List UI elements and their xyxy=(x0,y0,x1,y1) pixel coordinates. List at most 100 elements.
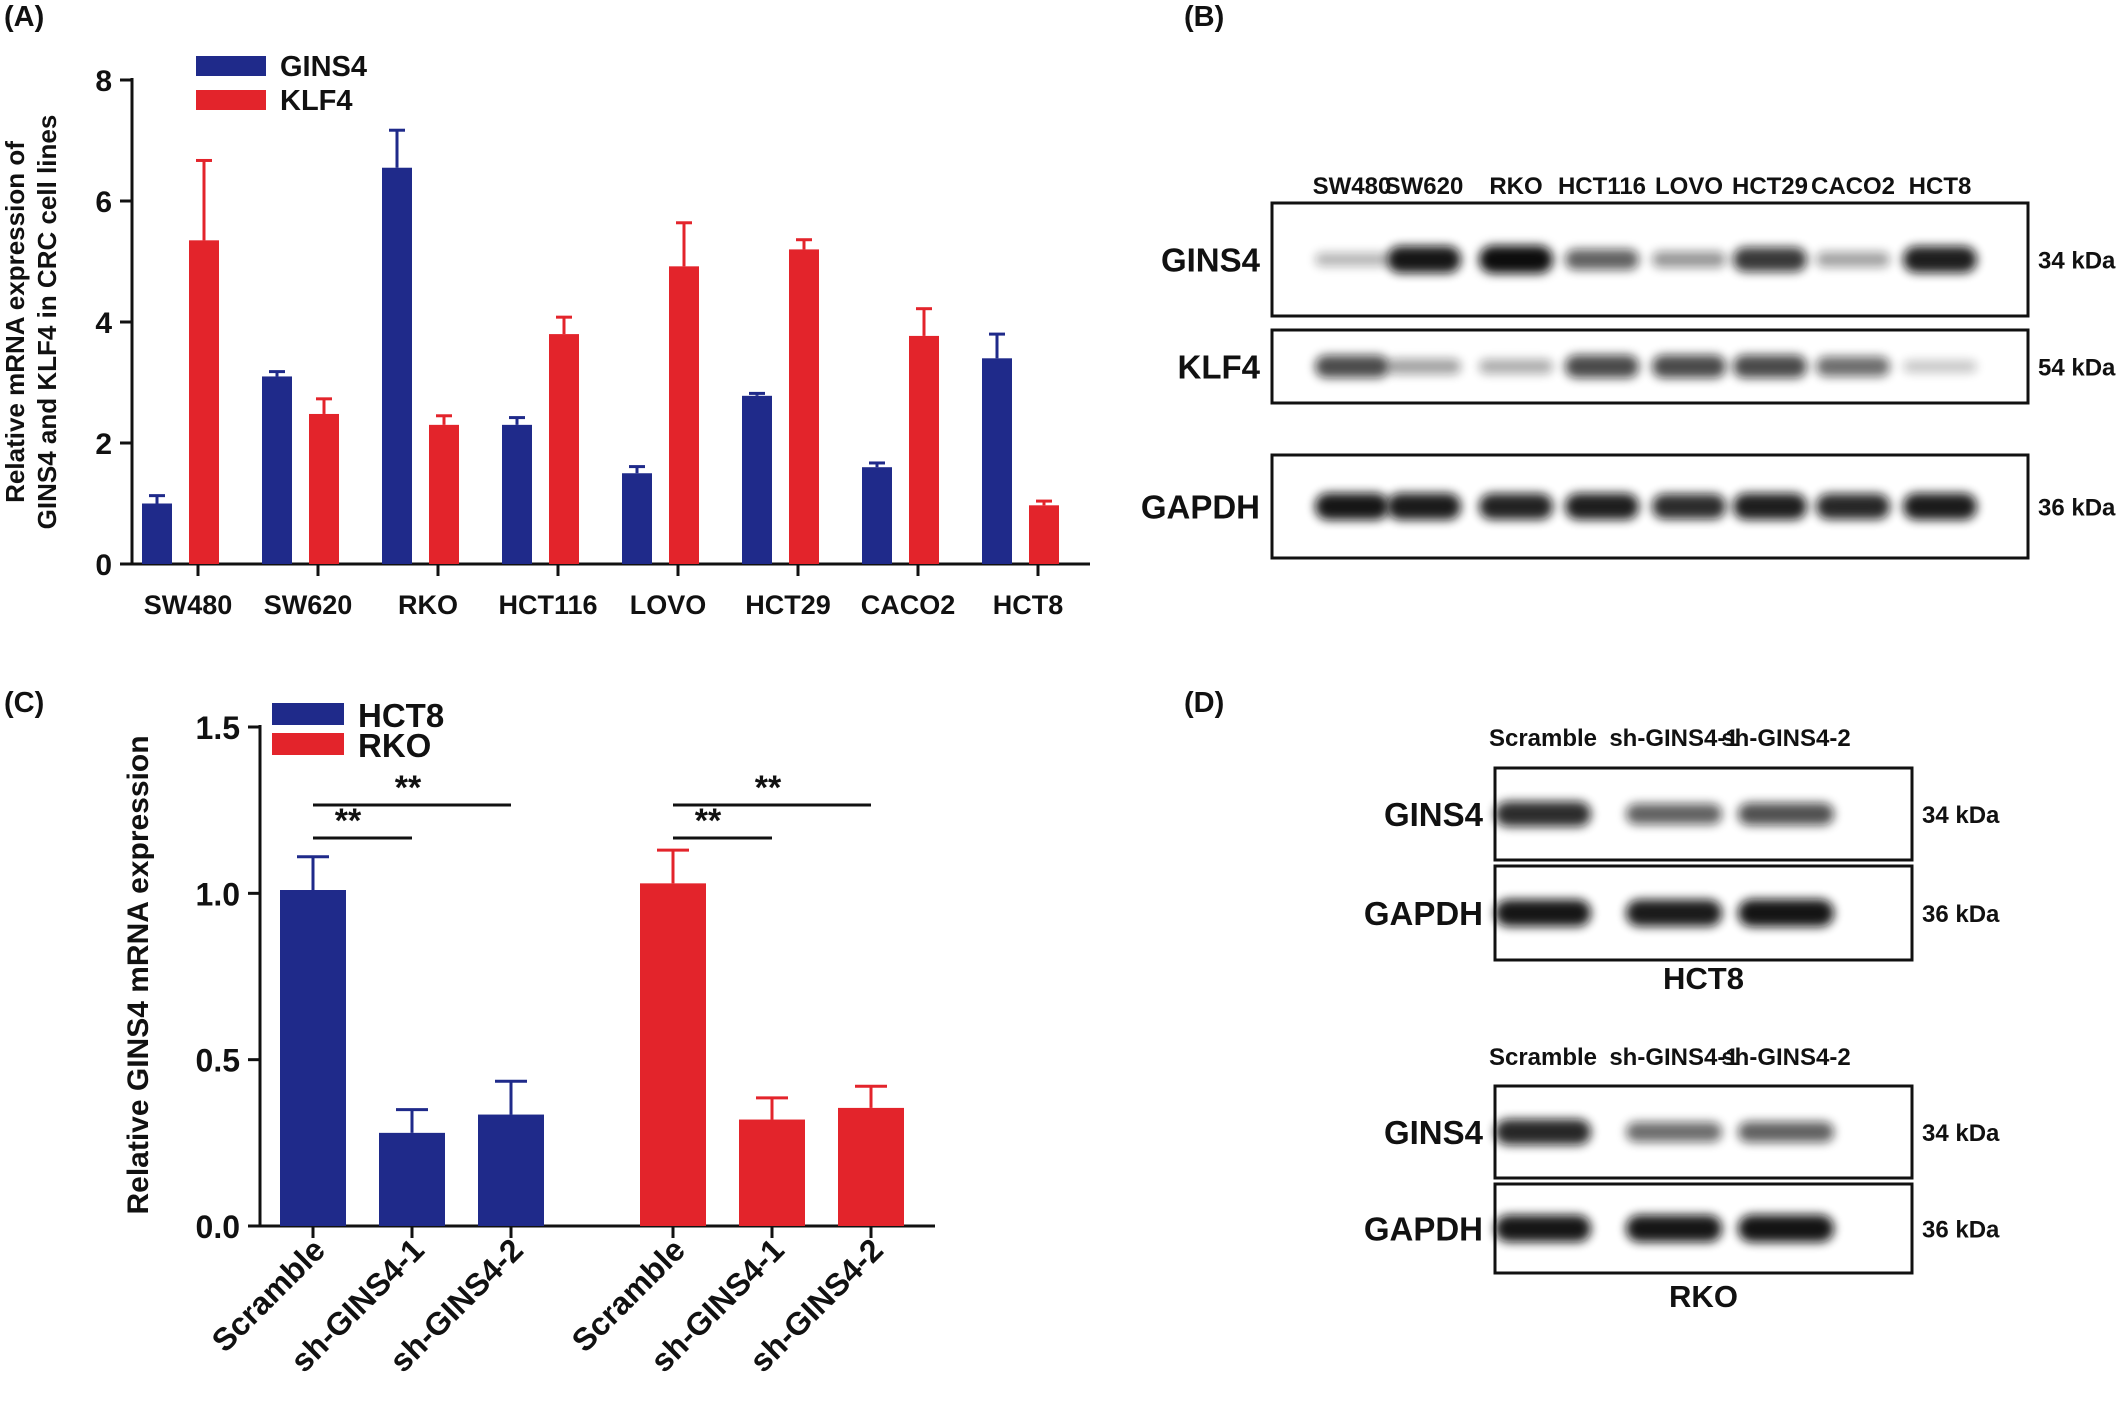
lane-label: SW620 xyxy=(1385,173,1464,200)
y-axis-label: Relative GINS4 mRNA expression xyxy=(122,735,155,1214)
kda-label: 34 kDa xyxy=(1922,1120,2000,1147)
band-gins4 xyxy=(1652,251,1726,268)
kda-label: 36 kDa xyxy=(2038,495,2116,522)
bar-gins4-caco2 xyxy=(862,467,892,564)
bar-rko-sh-gins4-2 xyxy=(838,1107,904,1226)
bar-klf4-hct29 xyxy=(789,249,819,564)
bar-klf4-caco2 xyxy=(909,335,939,564)
protein-label: GINS4 xyxy=(1384,796,1484,833)
y-tick-label: 1.0 xyxy=(196,876,240,912)
band-gapdh xyxy=(1733,493,1807,520)
panel-a-bar-chart: 0 2 4 6 8 Relative mRNA expression of GINS4 an… xyxy=(0,51,1090,620)
lane-label: Scramble xyxy=(1489,725,1597,752)
protein-label: GAPDH xyxy=(1141,489,1260,526)
y-tick-label: 4 xyxy=(95,307,112,340)
x-tick-label: HCT29 xyxy=(745,590,831,620)
band-gapdh xyxy=(1315,492,1389,521)
band-gins4 xyxy=(1626,1122,1722,1142)
band-gins4 xyxy=(1903,246,1977,273)
lane-label: HCT116 xyxy=(1558,173,1646,200)
legend-swatch-klf4 xyxy=(196,90,266,110)
panel-c-letter: (C) xyxy=(4,687,44,719)
significance-label: ** xyxy=(695,802,722,840)
bar-klf4-lovo xyxy=(669,266,699,564)
significance-label: ** xyxy=(755,769,782,807)
band-gins4 xyxy=(1738,802,1834,826)
band-klf4 xyxy=(1903,360,1977,373)
panel-a-letter: (A) xyxy=(4,1,44,33)
band-gapdh xyxy=(1626,1214,1722,1243)
band-klf4 xyxy=(1652,355,1726,378)
bar-gins4-hct116 xyxy=(502,424,532,564)
band-gins4 xyxy=(1495,1119,1591,1145)
lane-label: sh-GINS4-1 xyxy=(1609,1044,1738,1071)
y-axis-label: Relative mRNA expression of xyxy=(0,141,30,503)
lane-label: LOVO xyxy=(1655,173,1723,200)
kda-label: 36 kDa xyxy=(1922,901,2000,928)
kda-label: 34 kDa xyxy=(2038,248,2116,275)
band-gapdh xyxy=(1495,1214,1591,1243)
lane-label: RKO xyxy=(1489,173,1542,200)
band-gins4 xyxy=(1738,1121,1834,1143)
band-gins4 xyxy=(1565,249,1639,270)
lane-label: sh-GINS4-1 xyxy=(1609,725,1738,752)
bar-klf4-sw620 xyxy=(309,413,339,564)
band-klf4 xyxy=(1479,359,1553,374)
band-gins4 xyxy=(1733,247,1807,272)
bar-gins4-hct29 xyxy=(742,395,772,564)
band-klf4 xyxy=(1565,355,1639,378)
band-gins4 xyxy=(1816,251,1890,268)
bar-klf4-sw480 xyxy=(189,240,219,564)
band-klf4 xyxy=(1387,358,1461,375)
x-tick-label: SW620 xyxy=(264,590,353,620)
band-gapdh xyxy=(1903,493,1977,520)
kda-label: 36 kDa xyxy=(1922,1217,2000,1244)
x-tick-label: HCT8 xyxy=(993,590,1064,620)
band-klf4 xyxy=(1315,355,1389,378)
legend-label: HCT8 xyxy=(358,697,444,734)
y-tick-label: 0.0 xyxy=(196,1209,240,1245)
y-tick-label: 2 xyxy=(95,428,112,461)
significance-label: ** xyxy=(335,802,362,840)
kda-label: 54 kDa xyxy=(2038,355,2116,382)
panel-d-letter: (D) xyxy=(1184,687,1224,719)
legend-label: GINS4 xyxy=(280,51,367,83)
bar-hct8-sh-gins4-1 xyxy=(379,1132,445,1226)
bar-rko-scramble xyxy=(640,883,706,1226)
band-gins4 xyxy=(1626,803,1722,825)
cell-line-label: RKO xyxy=(1669,1279,1738,1314)
y-tick-label: 0.5 xyxy=(196,1043,240,1079)
band-gapdh xyxy=(1479,493,1553,520)
cell-line-label: HCT8 xyxy=(1663,961,1744,996)
legend-swatch-rko xyxy=(272,733,344,755)
x-tick-label: CACO2 xyxy=(861,590,956,620)
band-gapdh xyxy=(1738,1214,1834,1243)
bar-gins4-sw620 xyxy=(262,376,292,564)
protein-label: GINS4 xyxy=(1384,1114,1484,1151)
lane-label: sh-GINS4-2 xyxy=(1721,725,1850,752)
band-gapdh xyxy=(1387,493,1461,520)
band-gins4 xyxy=(1315,252,1389,267)
band-gins4 xyxy=(1387,245,1461,274)
y-tick-label: 8 xyxy=(95,65,112,98)
y-tick-label: 0 xyxy=(95,549,112,582)
legend-label: KLF4 xyxy=(280,85,353,117)
band-gapdh xyxy=(1626,899,1722,927)
protein-label: KLF4 xyxy=(1178,349,1261,386)
kda-label: 34 kDa xyxy=(1922,802,2000,829)
band-gapdh xyxy=(1738,899,1834,927)
lane-label: sh-GINS4-2 xyxy=(1721,1044,1850,1071)
lane-label: HCT29 xyxy=(1732,173,1808,200)
bar-klf4-hct116 xyxy=(549,334,579,564)
protein-label: GAPDH xyxy=(1364,895,1483,932)
legend-label: RKO xyxy=(358,727,431,764)
bar-hct8-scramble xyxy=(280,890,346,1226)
significance-label: ** xyxy=(395,769,422,807)
band-gapdh xyxy=(1565,493,1639,520)
bar-gins4-rko xyxy=(382,167,412,564)
band-gins4 xyxy=(1495,801,1591,827)
band-gapdh xyxy=(1495,899,1591,927)
bar-gins4-lovo xyxy=(622,473,652,564)
